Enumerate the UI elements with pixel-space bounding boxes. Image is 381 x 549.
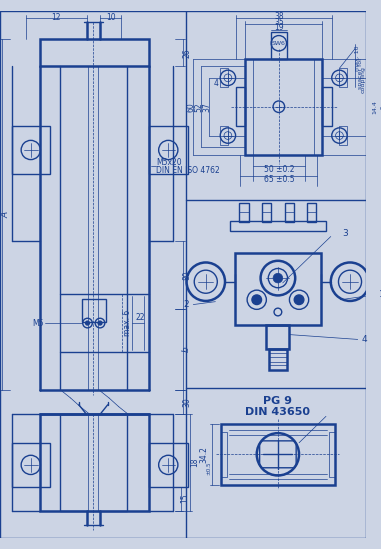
Text: 4: 4: [362, 335, 367, 344]
Text: 35: 35: [274, 18, 284, 26]
Text: 14.4: 14.4: [373, 100, 378, 114]
Bar: [149, 443, 187, 486]
Bar: [266, 325, 290, 349]
Text: DIN EN ISO 4762: DIN EN ISO 4762: [156, 166, 219, 175]
Bar: [271, 32, 287, 59]
Circle shape: [252, 295, 261, 305]
Text: 19: 19: [274, 24, 284, 32]
Bar: [235, 253, 321, 325]
Bar: [40, 40, 149, 66]
Text: ±0.5: ±0.5: [206, 462, 211, 475]
Bar: [307, 203, 316, 222]
Bar: [329, 432, 335, 477]
Text: 60: 60: [187, 102, 196, 111]
Text: 34.2: 34.2: [199, 446, 208, 463]
Bar: [221, 424, 335, 485]
Bar: [339, 126, 347, 145]
Bar: [11, 126, 50, 174]
Bar: [245, 59, 322, 155]
Text: SW6: SW6: [272, 41, 286, 46]
Text: 38: 38: [274, 12, 284, 21]
Bar: [261, 203, 271, 222]
Text: 1: 1: [379, 290, 381, 299]
Text: 65 ±0.5: 65 ±0.5: [264, 175, 294, 184]
Circle shape: [86, 321, 90, 325]
Bar: [221, 432, 227, 477]
Circle shape: [294, 295, 304, 305]
Bar: [149, 126, 187, 174]
Bar: [220, 126, 228, 145]
Bar: [40, 414, 149, 511]
Text: 18: 18: [190, 458, 199, 467]
Bar: [82, 299, 106, 322]
Text: spacer for: spacer for: [358, 57, 363, 89]
Text: M5: M5: [33, 318, 44, 328]
Text: 52: 52: [195, 102, 203, 111]
Bar: [269, 349, 287, 370]
Bar: [285, 203, 294, 222]
Text: 10: 10: [106, 13, 115, 22]
Text: 37: 37: [202, 102, 211, 111]
Bar: [220, 68, 228, 87]
Bar: [235, 87, 245, 126]
Bar: [59, 414, 127, 511]
Text: 3: 3: [343, 229, 348, 238]
Circle shape: [98, 321, 102, 325]
Text: 2: 2: [184, 300, 189, 309]
Bar: [322, 87, 332, 126]
Text: 15: 15: [180, 494, 189, 503]
Bar: [339, 68, 347, 87]
Bar: [230, 221, 326, 231]
Text: 22: 22: [135, 313, 145, 322]
Text: 12: 12: [51, 13, 61, 22]
Text: DIN 43650: DIN 43650: [245, 406, 311, 417]
Text: PG 9: PG 9: [263, 396, 292, 406]
Text: max. 6: max. 6: [123, 310, 132, 336]
Text: M5x20: M5x20: [156, 158, 181, 167]
Text: max. 10: max. 10: [355, 46, 360, 71]
Text: b: b: [182, 346, 191, 352]
Bar: [253, 59, 314, 155]
Text: 50 ±0.2: 50 ±0.2: [264, 165, 294, 173]
Text: A: A: [1, 212, 10, 218]
Text: coupling: coupling: [361, 66, 366, 93]
Text: 30: 30: [182, 397, 191, 407]
Text: 5: 5: [380, 105, 381, 109]
Bar: [239, 203, 249, 222]
Text: 4: 4: [214, 79, 219, 88]
Text: 80: 80: [182, 270, 191, 280]
Circle shape: [273, 273, 283, 283]
Bar: [11, 443, 50, 486]
Text: 26: 26: [182, 48, 191, 58]
